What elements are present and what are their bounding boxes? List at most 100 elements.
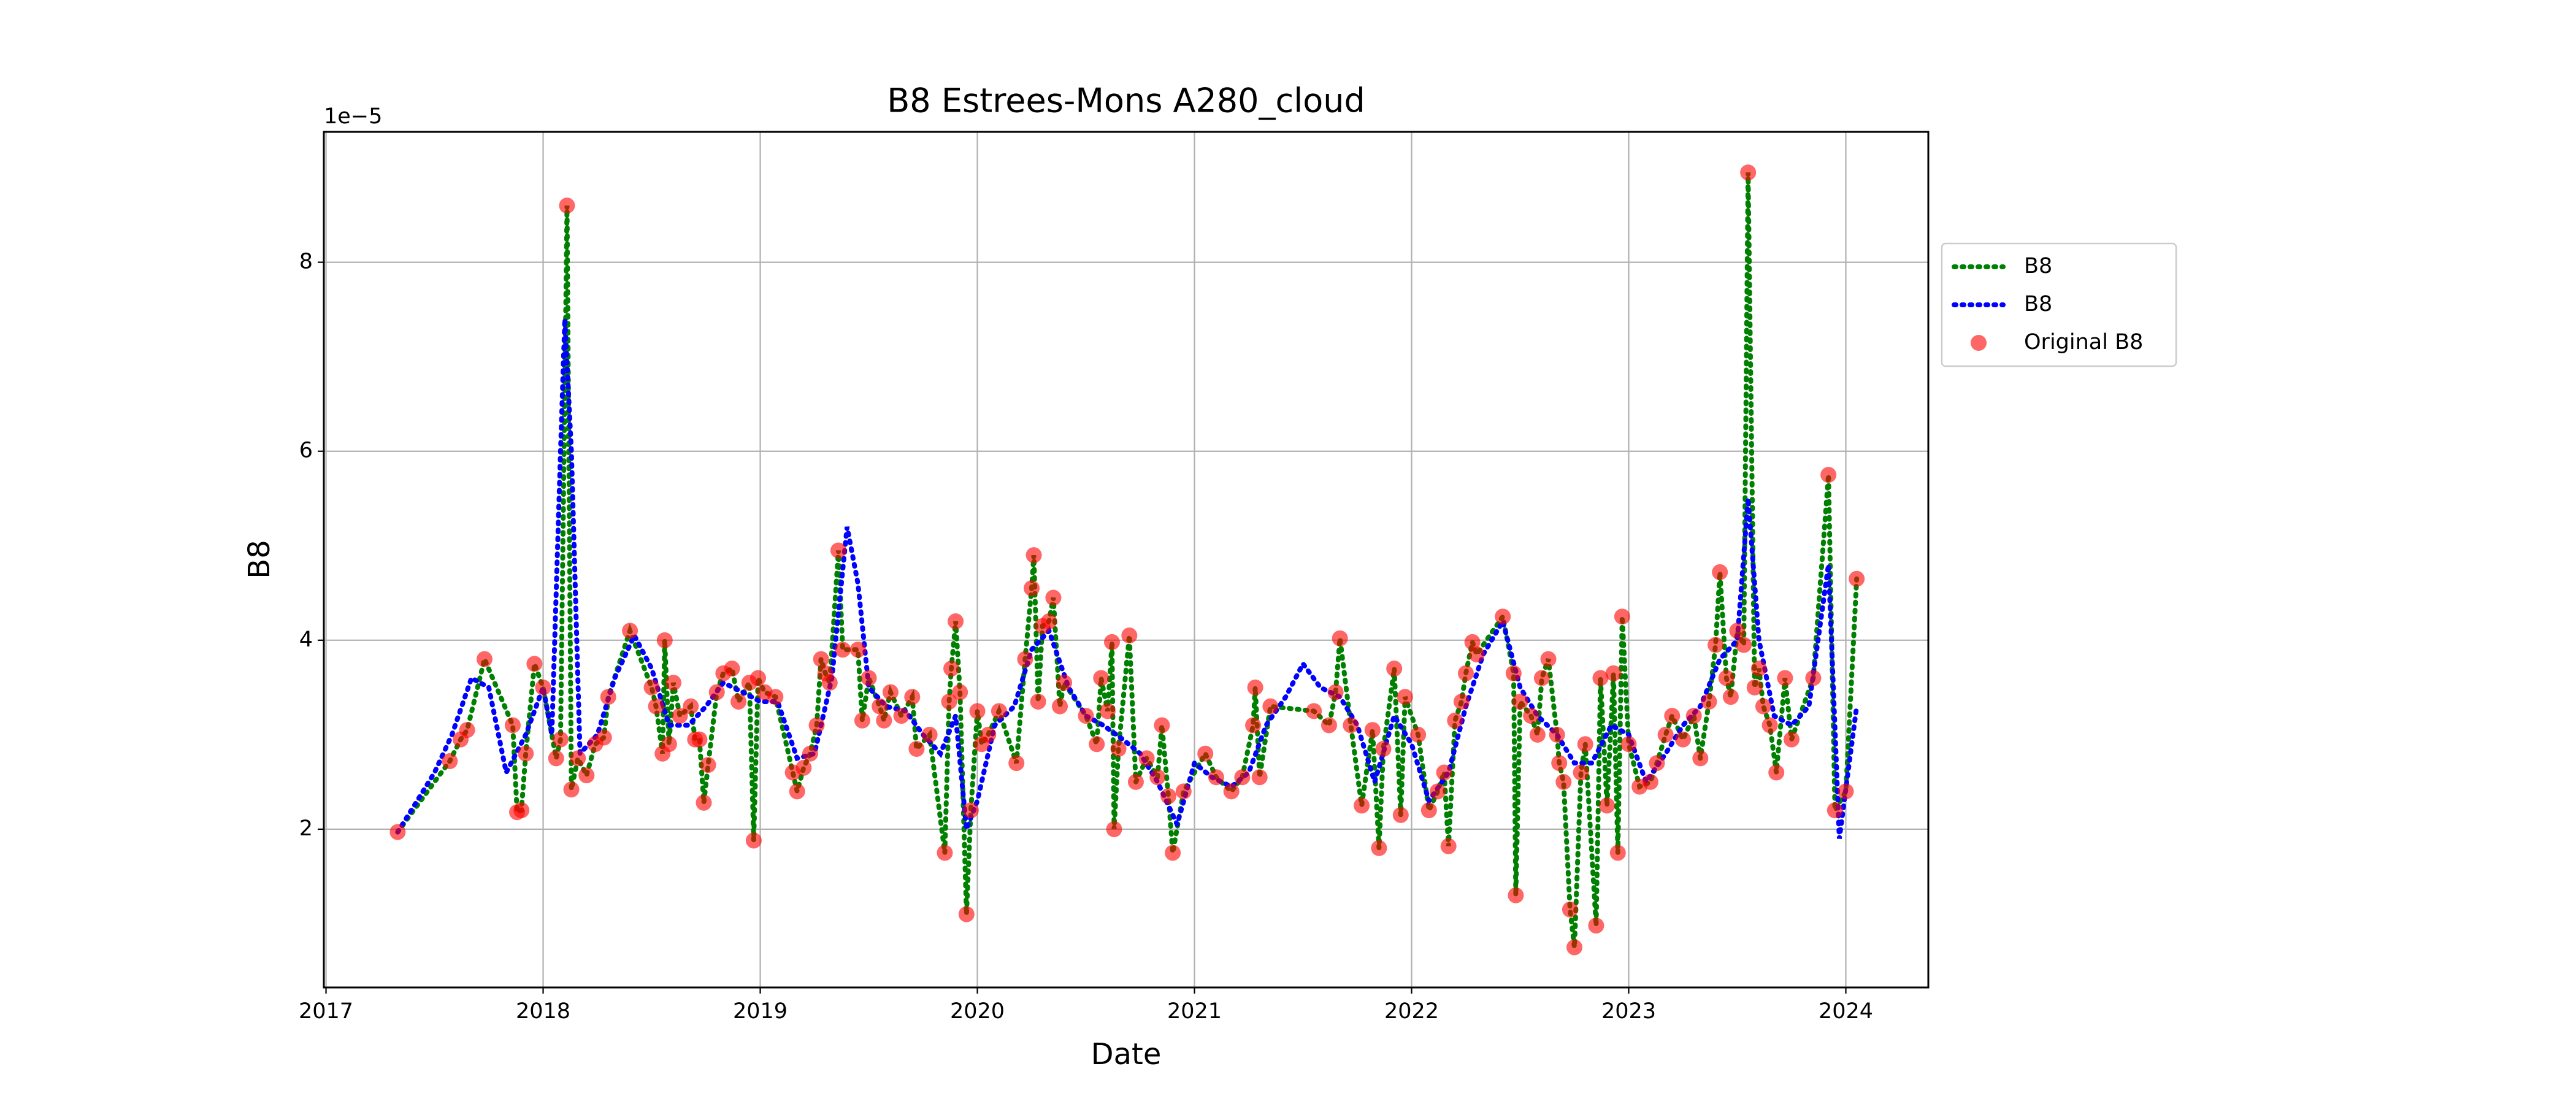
data-point xyxy=(795,759,812,776)
data-point xyxy=(1078,708,1094,724)
data-point xyxy=(1410,726,1427,743)
data-point xyxy=(893,708,910,724)
data-point xyxy=(1052,698,1068,715)
data-point xyxy=(1041,613,1057,630)
data-point xyxy=(1540,651,1557,667)
data-point xyxy=(1106,821,1122,837)
x-tick-label: 2020 xyxy=(950,999,1005,1024)
data-point xyxy=(1175,783,1192,800)
x-tick-label: 2021 xyxy=(1167,999,1222,1024)
data-point xyxy=(1614,608,1630,625)
y-tick-label: 4 xyxy=(299,627,313,652)
data-point xyxy=(1755,698,1771,715)
data-point xyxy=(1849,570,1865,587)
data-point xyxy=(1657,726,1674,743)
data-point xyxy=(1820,467,1837,483)
plot-area xyxy=(389,164,1865,956)
data-point xyxy=(1008,755,1025,772)
data-point xyxy=(969,703,986,719)
data-point xyxy=(802,745,818,762)
data-point xyxy=(1321,717,1337,734)
data-point xyxy=(1523,708,1539,724)
data-point xyxy=(1555,773,1572,790)
data-point xyxy=(459,722,475,738)
data-point xyxy=(1208,769,1224,786)
data-point xyxy=(821,675,838,691)
data-point xyxy=(1736,637,1752,653)
data-point xyxy=(1121,627,1138,644)
data-point xyxy=(1056,675,1073,691)
data-point xyxy=(1761,717,1778,734)
data-point xyxy=(1768,764,1785,781)
data-point xyxy=(696,794,712,811)
data-point xyxy=(1343,717,1359,734)
data-point xyxy=(1664,708,1681,724)
data-point xyxy=(661,736,677,753)
data-point xyxy=(943,661,960,677)
data-point xyxy=(1375,741,1392,757)
data-point xyxy=(1017,651,1033,667)
data-point xyxy=(1512,693,1528,710)
data-point xyxy=(1247,679,1263,696)
legend-label: B8 xyxy=(2024,254,2052,278)
data-point xyxy=(1093,670,1110,686)
data-point xyxy=(1103,634,1120,650)
data-point xyxy=(1573,764,1589,781)
data-point xyxy=(1089,736,1105,753)
data-point xyxy=(1495,608,1511,625)
data-point xyxy=(1045,589,1062,606)
data-point xyxy=(1805,670,1822,686)
data-point xyxy=(767,689,784,705)
data-point xyxy=(937,845,953,861)
data-point xyxy=(389,824,406,840)
data-point xyxy=(1110,741,1127,757)
data-point xyxy=(962,802,979,819)
data-point xyxy=(830,542,846,559)
data-point xyxy=(1453,693,1470,710)
data-point xyxy=(1392,807,1409,823)
data-point xyxy=(1708,637,1724,653)
data-point xyxy=(872,698,888,715)
data-point xyxy=(1332,630,1348,646)
data-point xyxy=(518,745,534,762)
data-point xyxy=(1245,717,1262,734)
data-point xyxy=(1429,783,1446,800)
data-point xyxy=(559,197,575,214)
data-point xyxy=(1160,788,1177,805)
data-point xyxy=(730,693,747,710)
data-point xyxy=(1149,769,1166,786)
data-point xyxy=(835,642,851,658)
x-tick-label: 2017 xyxy=(299,999,353,1024)
data-point xyxy=(948,613,964,630)
data-point xyxy=(1223,783,1240,800)
data-point xyxy=(1436,764,1452,781)
data-point xyxy=(672,708,688,724)
data-point xyxy=(700,757,716,773)
x-tick-label: 2019 xyxy=(733,999,788,1024)
data-point xyxy=(1306,703,1322,719)
data-point xyxy=(952,684,968,700)
data-point xyxy=(1750,661,1767,677)
data-point xyxy=(1262,698,1279,715)
legend-label: B8 xyxy=(2024,292,2052,316)
data-point xyxy=(708,684,725,700)
x-tick-label: 2022 xyxy=(1384,999,1439,1024)
data-point xyxy=(1251,769,1268,786)
data-point xyxy=(442,753,458,770)
data-point xyxy=(600,689,616,705)
data-line xyxy=(395,318,1860,839)
data-point xyxy=(749,670,766,686)
data-point xyxy=(921,726,938,743)
data-point xyxy=(1397,689,1413,705)
data-point xyxy=(513,802,530,819)
data-point xyxy=(1722,689,1739,705)
data-point xyxy=(849,642,866,658)
data-point xyxy=(1605,665,1622,681)
data-point xyxy=(504,717,521,734)
data-point xyxy=(1533,670,1550,686)
data-point xyxy=(1549,726,1565,743)
data-point xyxy=(1364,722,1381,738)
y-offset-label: 1e−5 xyxy=(324,104,382,129)
data-point xyxy=(1457,665,1474,681)
